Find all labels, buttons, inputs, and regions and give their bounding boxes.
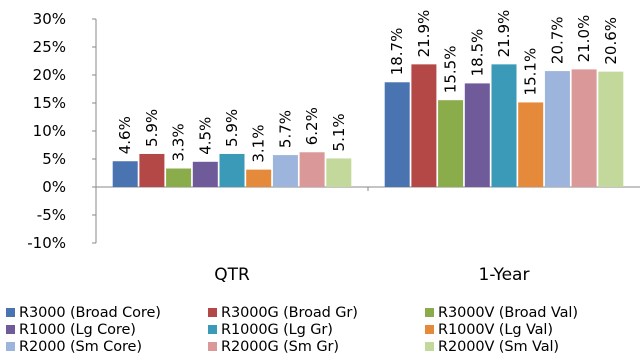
data-label: 20.6% [602, 17, 620, 65]
data-label: 21.9% [495, 10, 513, 58]
data-label: 18.7% [388, 28, 406, 76]
bar [491, 64, 517, 187]
bar [411, 64, 437, 187]
bar [139, 153, 165, 187]
category-label: 1-Year [479, 265, 530, 285]
data-label: 4.5% [196, 117, 214, 155]
bar-chart: -10%-5%0%5%10%15%20%25%30% 4.6% 5.9% 3.3% 4… [27, 10, 640, 285]
legend-item: R2000G (Sm Gr) [208, 338, 425, 355]
data-label: 5.9% [223, 109, 241, 147]
bars [112, 64, 624, 187]
y-tick-label: 25% [33, 38, 66, 56]
y-tick-label: 30% [33, 10, 66, 28]
bar [166, 168, 192, 187]
legend-swatch [6, 308, 15, 317]
bar [544, 71, 570, 187]
legend-item: R3000G (Broad Gr) [208, 304, 425, 321]
category-label: QTR [214, 265, 250, 285]
bar [219, 153, 245, 187]
bar [438, 100, 464, 187]
data-label: 3.1% [250, 125, 268, 163]
data-label: 15.5% [442, 46, 460, 94]
bar [299, 152, 325, 187]
legend-swatch [425, 325, 434, 334]
data-label: 15.1% [522, 48, 540, 96]
legend-label: R1000G (Lg Gr) [221, 321, 333, 338]
y-tick-label: -10% [27, 234, 66, 252]
data-label: 20.7% [548, 16, 566, 64]
legend-swatch [208, 308, 217, 317]
x-axis: QTR 1-Year [214, 265, 529, 285]
legend-swatch [6, 342, 15, 351]
bar [571, 69, 597, 187]
bar [384, 82, 410, 187]
bar [272, 155, 298, 187]
bar [598, 71, 624, 187]
y-axis: -10% -5% 0% 5% 10% 15% 20% 25% 30% [27, 10, 640, 252]
y-tick-label: 0% [42, 178, 66, 196]
legend-label: R3000V (Broad Val) [438, 304, 578, 321]
legend-item: R2000V (Sm Val) [425, 338, 635, 355]
legend-label: R3000 (Broad Core) [19, 304, 161, 321]
legend-item: R1000G (Lg Gr) [208, 321, 425, 338]
legend-item: R1000V (Lg Val) [425, 321, 635, 338]
y-tick-label: 15% [33, 94, 66, 112]
legend-item: R1000 (Lg Core) [6, 321, 208, 338]
legend-label: R2000 (Sm Core) [19, 338, 142, 355]
y-tick-label: 20% [33, 66, 66, 84]
legend-swatch [425, 342, 434, 351]
legend-label: R3000G (Broad Gr) [221, 304, 358, 321]
data-label: 3.3% [170, 123, 188, 161]
data-label: 21.9% [415, 10, 433, 58]
bar [518, 102, 544, 187]
data-label: 5.1% [330, 113, 348, 151]
bar [246, 169, 272, 187]
data-label: 5.7% [276, 110, 294, 148]
legend-swatch [425, 308, 434, 317]
legend-item: R3000V (Broad Val) [425, 304, 635, 321]
data-label: 6.2% [303, 107, 321, 145]
legend-label: R2000V (Sm Val) [438, 338, 559, 355]
y-tick-label: 10% [33, 122, 66, 140]
data-label: 4.6% [116, 116, 134, 154]
data-label: 5.9% [143, 109, 161, 147]
data-label: 18.5% [468, 29, 486, 77]
bar [464, 83, 490, 187]
y-tick-label: -5% [37, 206, 66, 224]
legend-swatch [6, 325, 15, 334]
legend-swatch [208, 325, 217, 334]
legend-label: R1000V (Lg Val) [438, 321, 553, 338]
legend-item: R2000 (Sm Core) [6, 338, 208, 355]
legend-item: R3000 (Broad Core) [6, 304, 208, 321]
y-tick-label: 5% [42, 150, 66, 168]
legend-label: R2000G (Sm Gr) [221, 338, 339, 355]
bar [192, 161, 218, 187]
legend-swatch [208, 342, 217, 351]
bar [326, 158, 352, 187]
bar [112, 161, 138, 187]
legend: R3000 (Broad Core) R3000G (Broad Gr) R3000… [6, 304, 642, 355]
legend-label: R1000 (Lg Core) [19, 321, 136, 338]
data-labels: 4.6% 5.9% 3.3% 4.5% 5.9% 3.1% 5.7% 6.2% 5.1% 18.7… [116, 10, 620, 163]
data-label: 21.0% [575, 15, 593, 63]
